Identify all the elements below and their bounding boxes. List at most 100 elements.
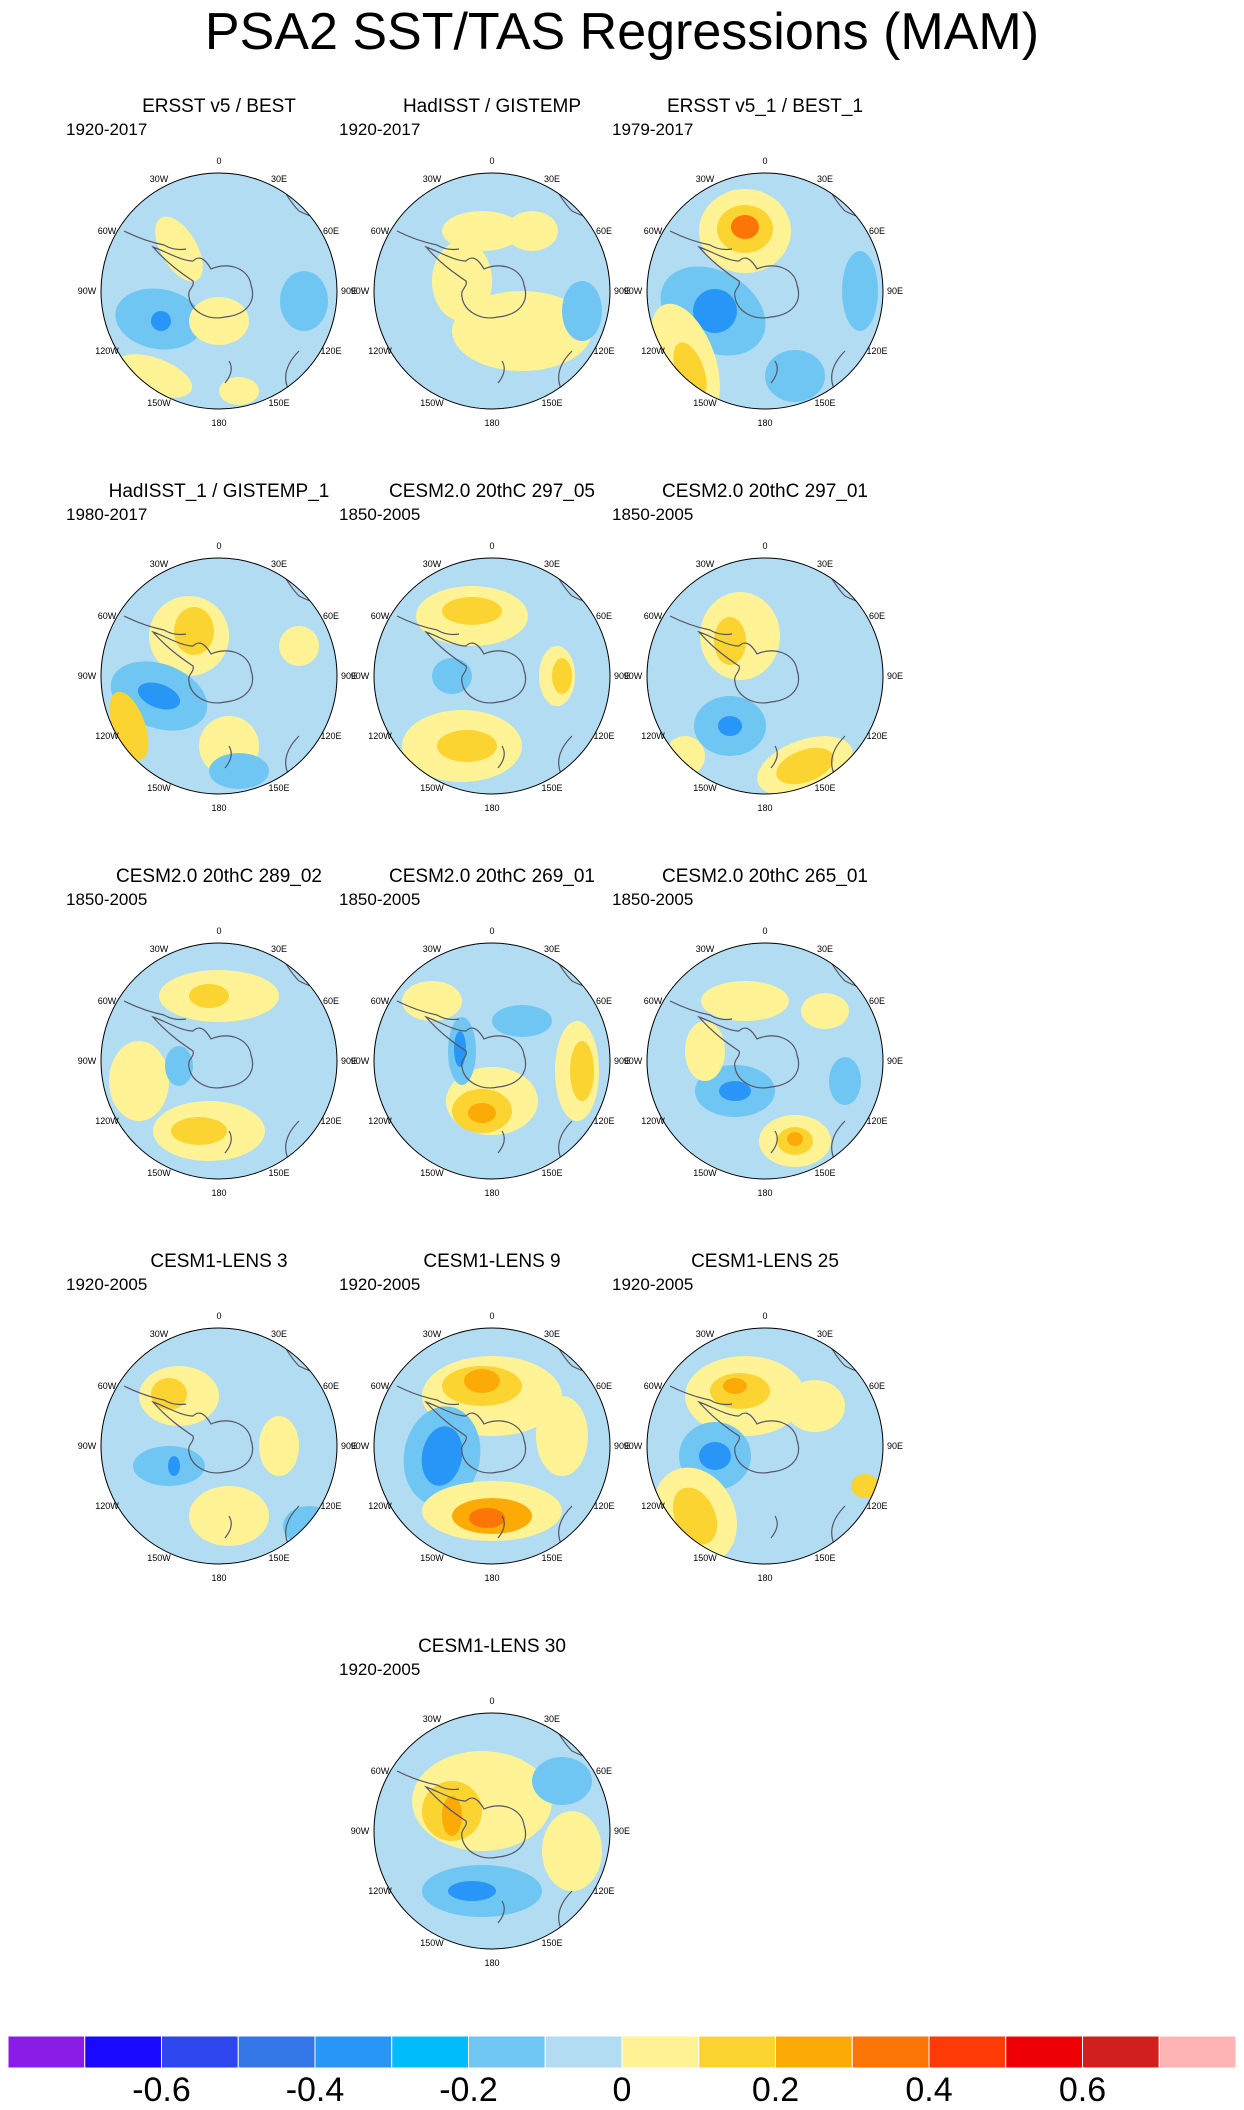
coastline [497, 745, 505, 769]
longitude-label: 150E [814, 1168, 835, 1178]
longitude-label: 30W [423, 1714, 442, 1724]
anomaly-contour [672, 1487, 718, 1545]
longitude-label: 30E [271, 559, 287, 569]
panel-year-range: 1979-2017 [612, 120, 694, 139]
longitude-label: 120W [95, 731, 119, 741]
longitude-label: 30W [423, 1329, 442, 1339]
anomaly-contour [174, 607, 214, 655]
antarctica-coastline [151, 245, 254, 319]
anomaly-contour [259, 1416, 299, 1476]
anomaly-contour [165, 1046, 193, 1086]
colorbar-swatch [161, 2036, 239, 2068]
map-panel: HadISST / GISTEMP 1920-2017 0 30E 60E 90E 120E… [327, 96, 657, 466]
anomaly-contour [468, 1103, 496, 1123]
panel-year-range: 1850-2005 [339, 505, 421, 524]
anomaly-contour [109, 691, 149, 761]
longitude-label: 120W [95, 1501, 119, 1511]
longitude-label: 30W [150, 559, 169, 569]
polar-map: 0 30E 60E 90E 120E 150E 180 150W 120W 90W 60W 30W [351, 926, 630, 1198]
panel-title: CESM1-LENS 9 [423, 1251, 561, 1272]
antarctica-coastline [424, 1785, 527, 1859]
map-border [100, 1327, 338, 1565]
longitude-label: 90W [351, 1826, 370, 1836]
anomaly-contour [731, 215, 759, 239]
longitude-label: 60W [371, 226, 390, 236]
antarctica-coastline [424, 630, 527, 704]
longitude-label: 180 [211, 418, 226, 428]
polar-map: 0 30E 60E 90E 120E 150E 180 150W 120W 90W 60W 30W [78, 926, 357, 1198]
longitude-label: 0 [489, 1696, 494, 1706]
longitude-label: 120E [320, 731, 341, 741]
coastline [224, 360, 232, 384]
colorbar-swatch [1082, 2036, 1160, 2068]
panel-title: ERSST v5 / BEST [142, 96, 296, 117]
anomaly-contour [787, 1132, 803, 1146]
panel-title: CESM1-LENS 25 [691, 1251, 839, 1272]
longitude-label: 150W [147, 1553, 171, 1563]
longitude-label: 150W [693, 783, 717, 793]
longitude-label: 60E [596, 996, 612, 1006]
anomaly-contour [542, 1811, 602, 1891]
anomaly-contour [665, 736, 705, 776]
anomaly-contour [714, 617, 746, 665]
longitude-label: 90E [614, 286, 630, 296]
anomaly-contour [442, 597, 502, 625]
coastline [224, 745, 232, 769]
anomaly-contour [137, 682, 181, 710]
longitude-label: 90E [614, 1826, 630, 1836]
antarctica-coastline [424, 245, 527, 319]
polar-map: 0 30E 60E 90E 120E 150E 180 150W 120W 90W 60W 30W [351, 156, 630, 428]
longitude-label: 90E [887, 671, 903, 681]
longitude-label: 90W [351, 1441, 370, 1451]
coastline [123, 1000, 187, 1021]
longitude-label: 0 [762, 156, 767, 166]
longitude-label: 30W [423, 174, 442, 184]
longitude-label: 180 [484, 1573, 499, 1583]
anomaly-contour [842, 251, 878, 331]
longitude-label: 180 [484, 418, 499, 428]
longitude-label: 120E [866, 346, 887, 356]
map-panel: CESM2.0 20thC 269_01 1850-2005 0 30E 60E 90E 1… [327, 866, 657, 1236]
longitude-label: 60W [644, 996, 663, 1006]
longitude-label: 180 [484, 1958, 499, 1968]
longitude-label: 150W [147, 398, 171, 408]
longitude-label: 120E [320, 1116, 341, 1126]
map-border [646, 172, 884, 410]
polar-map: 0 30E 60E 90E 120E 150E 180 150W 120W 90W 60W 30W [351, 541, 630, 813]
map-border [646, 1327, 884, 1565]
anomaly-contour [552, 658, 572, 694]
map-panel: ERSST v5 / BEST 1920-2017 0 30E 60E 90E 120E 15… [54, 96, 384, 466]
anomaly-contour [785, 1380, 845, 1432]
longitude-label: 30E [271, 1329, 287, 1339]
longitude-label: 60W [644, 226, 663, 236]
panel-year-range: 1920-2005 [612, 1275, 694, 1294]
coastline [669, 230, 733, 251]
coastline [669, 1385, 733, 1406]
longitude-label: 0 [489, 156, 494, 166]
colorbar [8, 2036, 1236, 2068]
longitude-label: 90E [887, 286, 903, 296]
anomaly-contour [280, 271, 328, 331]
colorbar-swatch [1158, 2036, 1236, 2068]
longitude-label: 30W [423, 559, 442, 569]
map-panel: CESM1-LENS 9 1920-2005 0 30E 60E 90E 120E 150E 1… [327, 1251, 657, 1621]
longitude-label: 90W [624, 1056, 643, 1066]
map-border [373, 1327, 611, 1565]
longitude-label: 120W [641, 1116, 665, 1126]
longitude-label: 90E [887, 1441, 903, 1451]
map-panel: CESM1-LENS 25 1920-2005 0 30E 60E 90E 120E 150E… [600, 1251, 930, 1621]
longitude-label: 120E [866, 1501, 887, 1511]
polar-map: 0 30E 60E 90E 120E 150E 180 150W 120W 90W 60W 30W [351, 1696, 630, 1968]
longitude-label: 0 [489, 926, 494, 936]
panel-title: CESM2.0 20thC 289_02 [116, 866, 322, 887]
longitude-label: 120W [641, 346, 665, 356]
anomaly-contour [492, 1005, 552, 1037]
coastline [770, 1515, 778, 1539]
longitude-label: 0 [762, 926, 767, 936]
longitude-label: 60W [98, 996, 117, 1006]
polar-map: 0 30E 60E 90E 120E 150E 180 150W 120W 90W 60W 30W [78, 541, 357, 813]
longitude-label: 0 [762, 1311, 767, 1321]
anomaly-contour [189, 297, 249, 345]
longitude-label: 120E [593, 1116, 614, 1126]
panel-year-range: 1850-2005 [339, 890, 421, 909]
